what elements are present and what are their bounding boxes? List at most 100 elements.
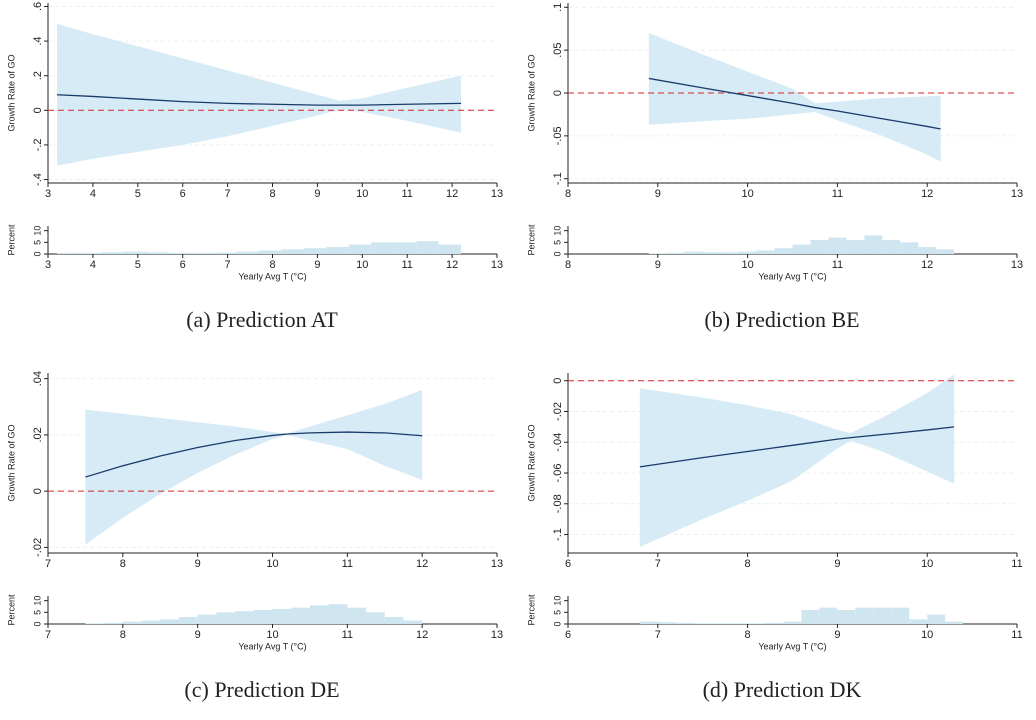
x-tick-label: 10 bbox=[921, 629, 933, 641]
y-axis-label: Percent bbox=[526, 594, 536, 626]
histogram-bar bbox=[819, 607, 838, 624]
x-tick-label: 12 bbox=[921, 188, 933, 200]
y-tick-label: .4 bbox=[32, 36, 44, 45]
x-tick-label: 9 bbox=[655, 188, 661, 200]
y-tick-label: 0 bbox=[32, 107, 44, 113]
x-tick-label: 3 bbox=[45, 188, 51, 200]
x-tick-label: 6 bbox=[180, 259, 186, 271]
y-tick-label: 0 bbox=[32, 251, 42, 256]
y-tick-label: 10 bbox=[32, 226, 42, 236]
x-tick-label: 5 bbox=[135, 188, 141, 200]
y-axis-label: Growth Rate of GO bbox=[6, 424, 16, 501]
x-tick-label: 11 bbox=[401, 188, 412, 200]
histogram-bar bbox=[169, 252, 192, 254]
x-tick-label: 11 bbox=[401, 259, 412, 271]
x-tick-label: 10 bbox=[356, 188, 368, 200]
x-tick-label: 13 bbox=[491, 558, 503, 570]
histogram-bar bbox=[403, 620, 423, 624]
histogram-bar bbox=[272, 608, 292, 624]
x-tick-label: 13 bbox=[1011, 259, 1023, 271]
histogram-bar bbox=[291, 607, 310, 624]
histogram-bar bbox=[85, 623, 105, 624]
panel: -.1 -.05 0 .05 .1 8 9 10 11 12 13 Growth Rate of GO… bbox=[526, 3, 1023, 332]
caption: (a) Prediction AT bbox=[186, 307, 338, 332]
histogram-bar bbox=[328, 604, 348, 624]
histogram-bar bbox=[684, 251, 703, 254]
x-tick-label: 9 bbox=[834, 629, 840, 641]
x-tick-label: 8 bbox=[565, 188, 571, 200]
x-tick-label: 10 bbox=[266, 629, 278, 641]
histogram-bar bbox=[56, 252, 80, 254]
histogram-bar bbox=[366, 612, 385, 624]
x-tick-label: 10 bbox=[741, 188, 753, 200]
x-tick-label: 8 bbox=[745, 558, 751, 570]
x-tick-label: 4 bbox=[90, 259, 96, 271]
y-tick-label: 0 bbox=[552, 378, 564, 384]
y-tick-label: -.4 bbox=[32, 173, 44, 186]
y-tick-label: .6 bbox=[32, 2, 44, 11]
x-tick-label: 8 bbox=[565, 259, 571, 271]
histogram-bar bbox=[141, 620, 161, 624]
histogram-bar bbox=[104, 622, 123, 624]
y-tick-label: 10 bbox=[552, 596, 562, 606]
x-tick-label: 8 bbox=[745, 629, 751, 641]
histogram-bar bbox=[101, 252, 125, 254]
y-axis-label: Percent bbox=[6, 594, 16, 626]
caption: (c) Prediction DE bbox=[184, 677, 339, 702]
prediction-line bbox=[639, 426, 955, 468]
histogram-bar bbox=[711, 623, 730, 624]
histogram-bar bbox=[384, 617, 404, 624]
x-tick-label: 7 bbox=[225, 259, 231, 271]
histogram-bar bbox=[855, 607, 874, 624]
x-tick-label: 11 bbox=[342, 629, 353, 641]
y-axis-label: Growth Rate of GO bbox=[6, 54, 16, 131]
x-tick-label: 9 bbox=[314, 259, 320, 271]
histogram-bar bbox=[864, 235, 883, 254]
x-tick-label: 7 bbox=[45, 558, 51, 570]
x-tick-label: 9 bbox=[834, 558, 840, 570]
x-tick-label: 11 bbox=[1011, 629, 1022, 641]
histogram-bar bbox=[801, 610, 820, 624]
y-tick-label: .02 bbox=[32, 427, 44, 442]
histogram-bar bbox=[214, 252, 237, 254]
histogram-bar bbox=[639, 621, 658, 624]
x-tick-label: 7 bbox=[45, 629, 51, 641]
x-tick-label: 12 bbox=[446, 188, 458, 200]
y-tick-label: -.2 bbox=[32, 139, 44, 152]
histogram-bar bbox=[810, 240, 829, 254]
histogram-bar bbox=[909, 619, 928, 624]
y-axis-label: Percent bbox=[526, 224, 536, 256]
histogram-bar bbox=[235, 611, 254, 624]
x-tick-label: 8 bbox=[269, 259, 275, 271]
histogram-bar bbox=[882, 240, 901, 254]
y-tick-label: 5 bbox=[32, 240, 42, 245]
x-tick-label: 8 bbox=[120, 558, 126, 570]
histogram-bar bbox=[657, 622, 676, 624]
histogram-bar bbox=[191, 252, 215, 254]
histogram-bar bbox=[828, 237, 847, 254]
histogram-bar bbox=[918, 247, 937, 254]
histogram-bar bbox=[738, 251, 757, 254]
histogram-bar bbox=[416, 241, 439, 254]
x-tick-label: 13 bbox=[491, 188, 503, 200]
histogram-bar bbox=[347, 607, 367, 624]
histogram-bar bbox=[648, 253, 667, 254]
histogram-bar bbox=[927, 614, 946, 624]
prediction-line bbox=[85, 431, 423, 478]
y-tick-label: 5 bbox=[32, 610, 42, 615]
y-tick-label: -.06 bbox=[552, 464, 564, 483]
histogram-bar bbox=[873, 607, 892, 624]
y-axis-label: Percent bbox=[6, 224, 16, 256]
x-tick-label: 9 bbox=[314, 188, 320, 200]
histogram-bar bbox=[281, 249, 304, 254]
histogram-bar bbox=[792, 244, 811, 254]
histogram-bar bbox=[666, 252, 685, 254]
x-tick-label: 6 bbox=[180, 188, 186, 200]
y-tick-label: -.08 bbox=[552, 494, 564, 513]
histogram-bar bbox=[945, 621, 964, 624]
x-tick-label: 10 bbox=[266, 558, 278, 570]
histogram-bar bbox=[675, 622, 694, 624]
y-tick-label: -.02 bbox=[32, 538, 44, 557]
x-axis-label: Yearly Avg T (°C) bbox=[758, 271, 826, 281]
